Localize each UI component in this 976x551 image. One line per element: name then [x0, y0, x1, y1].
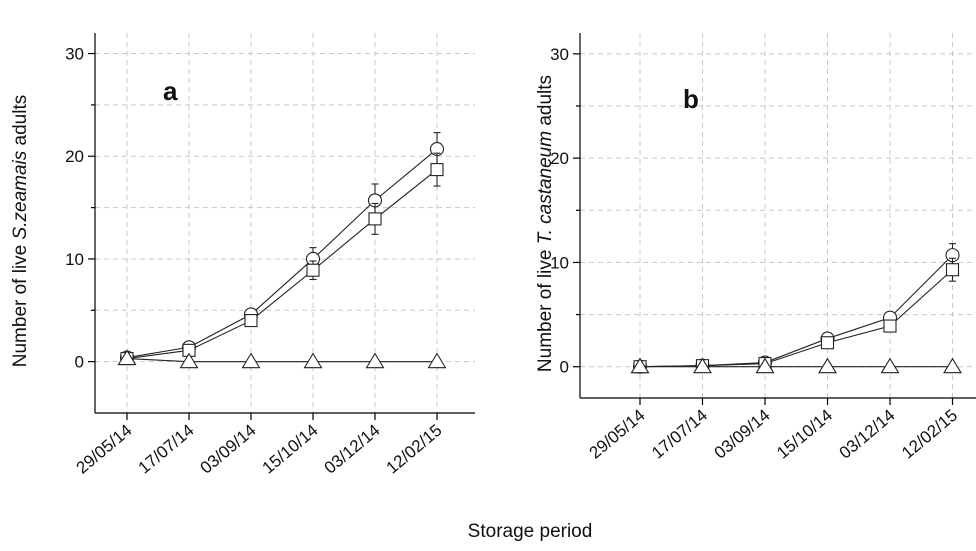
data-point-square [430, 163, 444, 177]
x-tick-label: 17/07/14 [648, 406, 711, 463]
y-tick-label: 10 [550, 253, 569, 272]
data-point-triangle [117, 349, 137, 366]
data-point-triangle [880, 357, 900, 374]
x-tick-label: 03/12/14 [321, 421, 384, 478]
data-point-square [883, 319, 897, 333]
x-tick-label: 15/10/14 [259, 421, 322, 478]
y-tick-label: 0 [560, 358, 569, 377]
x-tick-label: 29/05/14 [586, 406, 649, 463]
series-line-circle [126, 148, 438, 359]
series-line-circle [639, 254, 953, 368]
data-point-square [820, 336, 835, 350]
x-tick-label: 03/09/14 [711, 406, 774, 463]
data-point-square [368, 212, 382, 226]
y-axis-title-part: Number of live [10, 239, 31, 367]
x-tick-label: 03/09/14 [197, 421, 260, 478]
data-point-triangle [365, 352, 385, 369]
y-tick-label: 10 [65, 250, 84, 269]
x-tick-label: 12/02/15 [383, 421, 446, 478]
data-point-triangle [943, 357, 962, 374]
x-axis-title: Storage period [468, 521, 593, 542]
panel-a: 0 10 20 30 29/05/14 17/07/14 03/09/14 15/10/14 0… [10, 33, 475, 478]
y-axis-title-part: adults [10, 95, 31, 151]
data-point-triangle [693, 357, 712, 374]
data-point-square [945, 263, 960, 277]
y-axis-title-species: S.zeamais [10, 150, 31, 239]
data-point-triangle [179, 352, 199, 369]
x-tick-label: 15/10/14 [773, 406, 836, 463]
y-tick-label: 30 [65, 45, 84, 64]
y-tick-label: 20 [65, 147, 84, 166]
data-point-triangle [427, 352, 447, 369]
x-tick-label: 12/02/15 [898, 406, 961, 463]
data-point-triangle [303, 352, 323, 369]
x-tick-label: 17/07/14 [135, 421, 198, 478]
y-axis-title-part: adults [535, 75, 556, 131]
data-point-square [244, 314, 258, 328]
panel-b: 0 10 20 30 29/05/14 17/07/14 03/09/14 15/10/14 0… [535, 33, 976, 463]
panel-letter: b [683, 84, 699, 114]
series-line-square [639, 269, 953, 368]
y-axis-title: Number of live S.zeamais adults [10, 95, 31, 367]
data-point-triangle [630, 357, 650, 374]
y-tick-label: 20 [550, 149, 569, 168]
y-axis-title-species: T. castaneum [535, 131, 556, 244]
data-point-triangle [755, 357, 775, 374]
y-axis-title: Number of live T. castaneum adults [535, 75, 556, 372]
y-tick-label: 30 [550, 45, 569, 64]
x-tick-label: 03/12/14 [836, 406, 899, 463]
data-point-triangle [241, 352, 261, 369]
y-axis-title-part: Number of live [535, 244, 556, 372]
data-point-square [306, 263, 320, 277]
data-point-triangle [818, 357, 837, 374]
x-tick-label: 29/05/14 [73, 421, 136, 478]
y-tick-label: 0 [75, 353, 84, 372]
series-line-triangle [126, 358, 437, 363]
panel-letter: a [163, 76, 178, 106]
series-line-square [126, 169, 438, 360]
